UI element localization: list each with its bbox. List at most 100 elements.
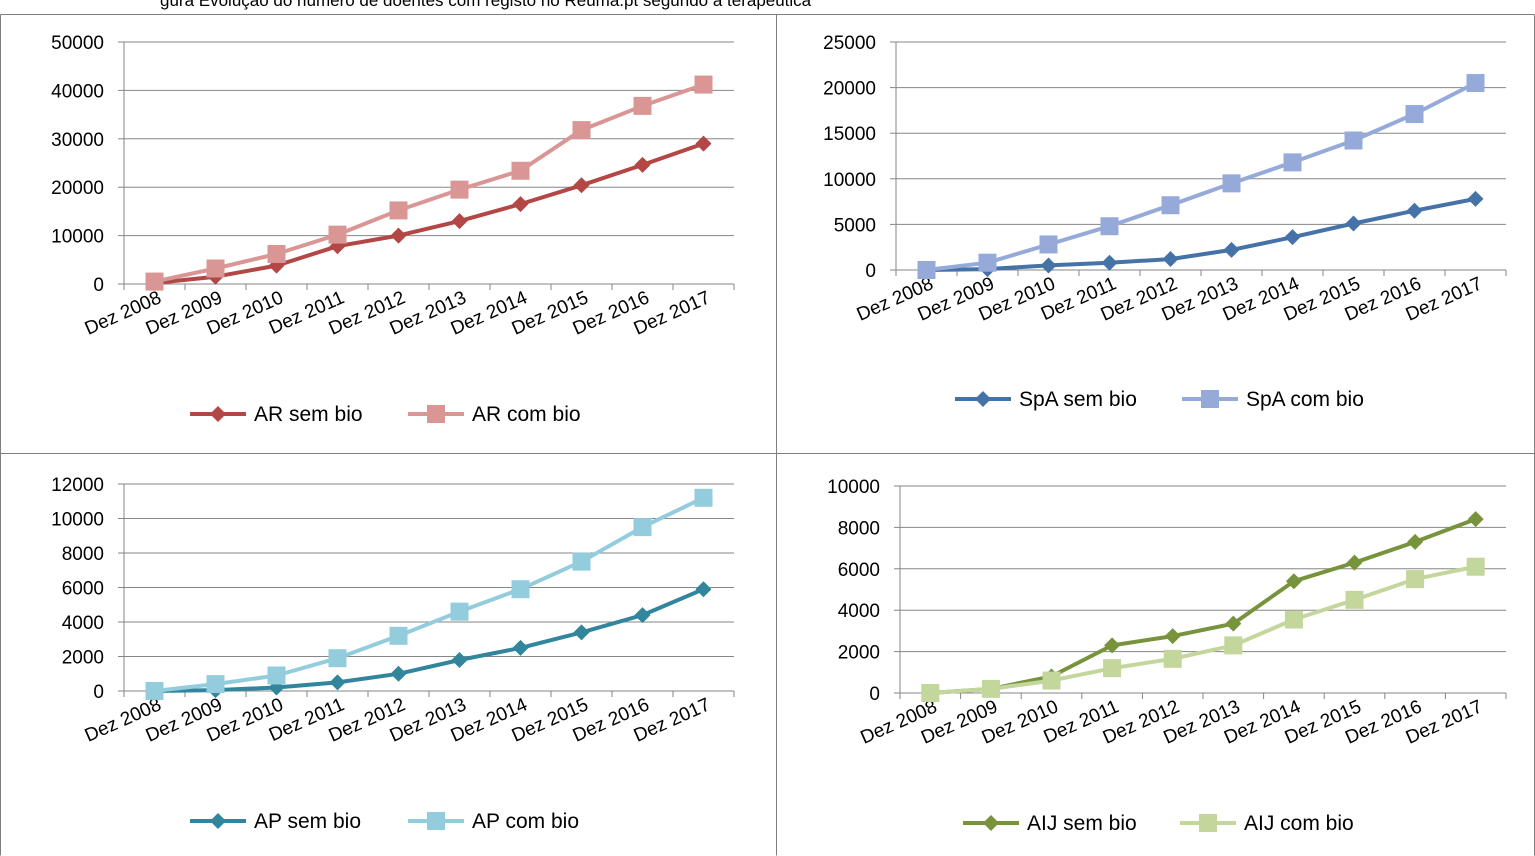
data-point <box>1285 573 1302 590</box>
y-tick-label: 4000 <box>62 613 104 634</box>
legend-label: SpA com bio <box>1246 388 1364 411</box>
data-point <box>1224 636 1243 655</box>
series-line <box>926 196 1476 272</box>
data-point <box>206 259 225 278</box>
data-point <box>1345 215 1362 232</box>
y-tick-label: 4000 <box>838 601 880 622</box>
y-tick-label: 0 <box>93 275 104 296</box>
y-tick-label: 10000 <box>51 227 104 248</box>
data-point <box>145 682 164 700</box>
series-line <box>930 517 1477 695</box>
data-point <box>694 75 713 94</box>
legend-label: AR com bio <box>472 403 581 426</box>
legend-label: AP com bio <box>472 810 579 833</box>
data-point <box>1101 254 1118 271</box>
data-point <box>1103 659 1122 678</box>
data-point <box>633 518 652 537</box>
data-point <box>634 607 651 624</box>
data-point <box>1040 257 1057 274</box>
data-point <box>328 649 347 668</box>
data-point <box>451 651 468 668</box>
data-point <box>572 552 591 571</box>
legend-marker <box>1201 390 1219 408</box>
series-line <box>154 587 705 693</box>
data-point <box>511 580 530 599</box>
data-point <box>1039 235 1058 254</box>
data-point <box>978 253 997 272</box>
data-point <box>1162 251 1179 268</box>
data-point <box>1223 241 1240 258</box>
series-line <box>930 564 1477 695</box>
y-tick-label: 2000 <box>838 643 880 664</box>
data-point <box>1467 511 1484 528</box>
y-tick-label: 0 <box>869 684 880 705</box>
data-point <box>1161 196 1180 215</box>
series-line <box>154 141 705 285</box>
data-point <box>1406 202 1423 219</box>
data-point <box>1406 570 1425 589</box>
data-point <box>389 626 408 645</box>
data-point <box>1222 174 1241 193</box>
data-point <box>450 602 469 621</box>
data-point <box>573 624 590 641</box>
legend-marker <box>983 815 999 831</box>
data-point <box>1100 217 1119 236</box>
y-tick-label: 0 <box>865 261 876 282</box>
data-point <box>917 261 936 279</box>
y-tick-label: 25000 <box>823 33 876 54</box>
legend-label: AR sem bio <box>254 403 363 426</box>
legend-marker <box>210 813 226 829</box>
series-line <box>154 82 705 284</box>
data-point <box>1284 610 1303 629</box>
data-point <box>450 180 469 199</box>
legend-label: AIJ com bio <box>1244 812 1354 835</box>
data-point <box>1225 615 1242 632</box>
y-tick-label: 10000 <box>827 477 880 498</box>
figure-title: gura Evolução do número de doentes com r… <box>160 0 812 10</box>
y-tick-label: 50000 <box>51 33 104 54</box>
data-point <box>206 675 225 694</box>
data-point <box>511 161 530 180</box>
y-tick-label: 10000 <box>51 510 104 531</box>
data-point <box>572 121 591 140</box>
series-line <box>926 81 1477 272</box>
y-tick-label: 30000 <box>51 130 104 151</box>
data-point <box>1283 153 1302 172</box>
data-point <box>695 581 712 598</box>
legend-label: AIJ sem bio <box>1027 812 1137 835</box>
data-point <box>451 213 468 230</box>
data-point <box>328 225 347 244</box>
data-point <box>1104 637 1121 654</box>
data-point <box>267 244 286 263</box>
data-point <box>267 666 286 685</box>
data-point <box>1405 105 1424 124</box>
data-point <box>390 665 407 682</box>
data-point <box>1163 649 1182 668</box>
series-line <box>154 495 705 693</box>
data-point <box>695 135 712 152</box>
y-tick-label: 6000 <box>838 560 880 581</box>
data-point <box>329 674 346 691</box>
legend-label: AP sem bio <box>254 810 361 833</box>
data-point <box>1344 131 1363 150</box>
data-point <box>1346 554 1363 571</box>
legend-marker <box>975 391 991 407</box>
data-point <box>512 196 529 213</box>
y-tick-label: 6000 <box>62 579 104 600</box>
legend-marker <box>1199 814 1217 832</box>
y-tick-label: 5000 <box>834 215 876 236</box>
data-point <box>1284 229 1301 246</box>
data-point <box>390 227 407 244</box>
y-tick-label: 20000 <box>51 178 104 199</box>
y-tick-label: 12000 <box>51 475 104 496</box>
data-point <box>1466 74 1485 93</box>
data-point <box>1345 590 1364 609</box>
y-tick-label: 15000 <box>823 124 876 145</box>
data-point <box>1407 533 1424 550</box>
data-point <box>694 488 713 507</box>
y-tick-label: 40000 <box>51 81 104 102</box>
data-point <box>1042 671 1061 690</box>
data-point <box>389 201 408 220</box>
data-point <box>633 96 652 115</box>
